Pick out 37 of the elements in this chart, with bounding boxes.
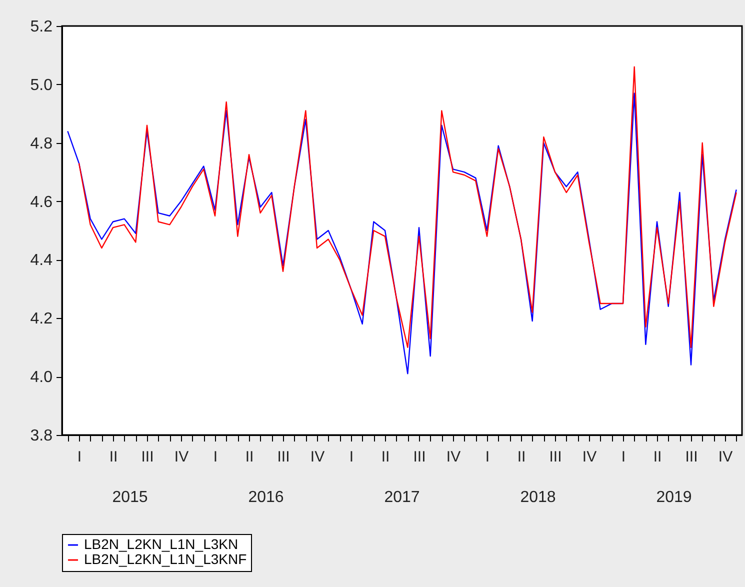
x-tick-label: IV [718, 448, 733, 466]
y-tick-label: 3.8 [30, 428, 53, 444]
x-tick-label: I [213, 448, 218, 466]
x-tick-label: III [277, 448, 290, 466]
x-tick-label: IV [174, 448, 189, 466]
x-tick-label: IV [582, 448, 597, 466]
x-tick-label: I [77, 448, 82, 466]
x-tick-label: I [349, 448, 354, 466]
x-tick-label: III [549, 448, 562, 466]
legend-label: LB2N_L2KN_L1N_L3KNF [84, 551, 247, 567]
x-tick-label: III [141, 448, 154, 466]
x-tick-label: I [485, 448, 490, 466]
x-tick-label: II [381, 448, 390, 466]
text: 2019 [656, 489, 692, 506]
line-series [67, 92, 737, 374]
x-tick-label: II [245, 448, 254, 466]
y-tick-label: 4.8 [30, 135, 53, 152]
y-tick-label: 4.2 [30, 310, 53, 328]
y-tick-label: 5.0 [30, 76, 53, 94]
x-tick-label: IV [310, 448, 325, 466]
x-tick-label: II [517, 448, 526, 466]
line-series [78, 66, 737, 348]
x-tick-label: III [413, 448, 426, 466]
text: 2016 [248, 489, 284, 506]
y-tick-label: 5.2 [30, 18, 53, 36]
x-tick-label: IV [446, 448, 461, 466]
text: 2018 [520, 489, 556, 506]
text: 2015 [112, 489, 148, 506]
legend-label: LB2N_L2KN_L1N_L3KN [84, 536, 238, 552]
y-tick-label: 4.4 [30, 252, 53, 270]
y-tick-label: 4.0 [30, 369, 53, 386]
y-tick-label: 4.6 [30, 194, 53, 211]
text: 2017 [384, 489, 420, 506]
x-tick-label: II [653, 448, 662, 466]
x-tick-label: I [621, 448, 626, 466]
x-tick-label: II [109, 448, 118, 466]
x-tick-label: III [685, 448, 698, 466]
